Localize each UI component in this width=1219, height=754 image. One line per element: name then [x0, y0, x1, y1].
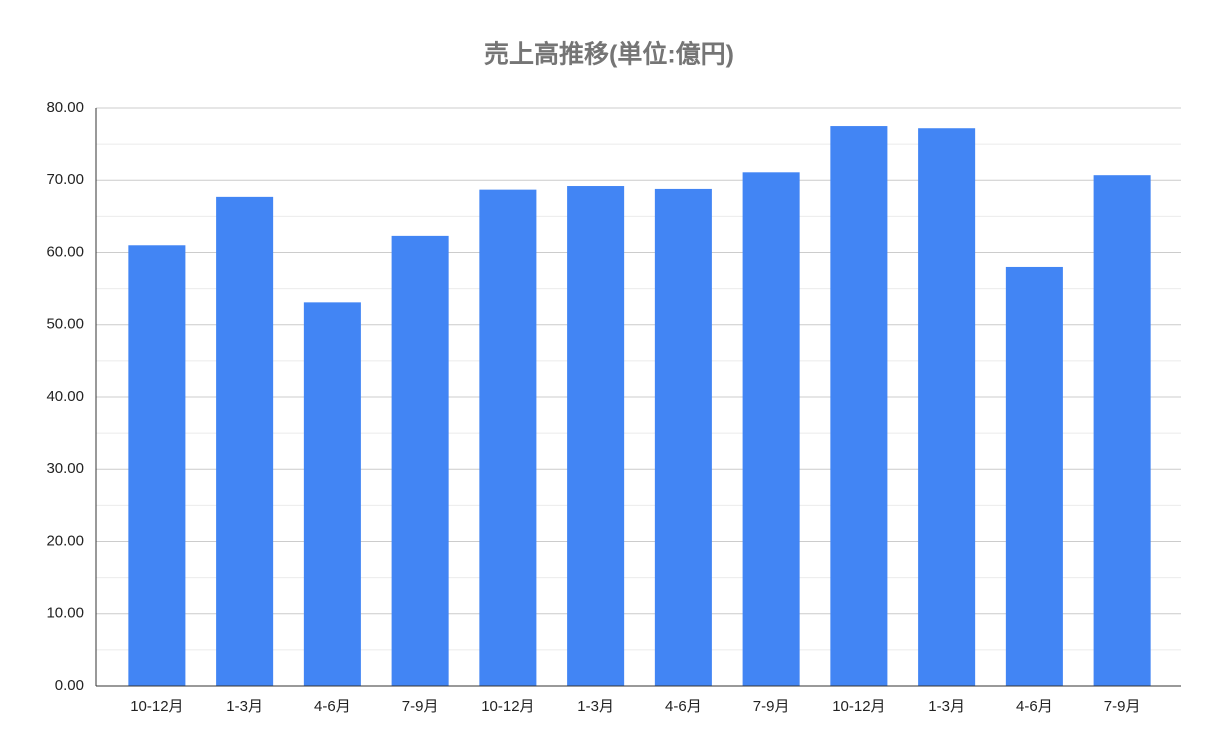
x-tick-label: 7-9月 — [1104, 698, 1141, 715]
x-tick-label: 7-9月 — [402, 698, 439, 715]
y-tick-label: 40.00 — [46, 388, 84, 405]
bar — [216, 196, 274, 686]
x-tick-label: 4-6月 — [665, 698, 702, 715]
bar — [479, 189, 537, 686]
bar — [391, 235, 449, 686]
bar — [654, 188, 712, 687]
x-tick-label: 4-6月 — [314, 698, 351, 715]
x-tick-label: 10-12月 — [130, 698, 183, 715]
x-tick-label: 1-3月 — [226, 698, 263, 715]
y-tick-label: 50.00 — [46, 316, 84, 333]
y-tick-label: 80.00 — [46, 99, 84, 116]
x-tick-label: 4-6月 — [1016, 698, 1053, 715]
bar — [918, 128, 976, 687]
y-tick-label: 30.00 — [46, 460, 84, 477]
y-tick-label: 20.00 — [46, 532, 84, 549]
x-tick-label: 10-12月 — [832, 698, 885, 715]
y-tick-label: 70.00 — [46, 171, 84, 188]
y-tick-label: 60.00 — [46, 243, 84, 260]
bar — [742, 172, 800, 687]
x-tick-label: 1-3月 — [928, 698, 965, 715]
chart-title: 売上高推移(単位:億円) — [484, 40, 734, 69]
y-tick-label: 10.00 — [46, 605, 84, 622]
x-tick-label: 1-3月 — [577, 698, 614, 715]
bar — [830, 126, 888, 686]
bar — [128, 245, 186, 686]
bar — [1093, 175, 1151, 686]
bar — [1005, 266, 1063, 686]
bar — [303, 302, 361, 686]
y-tick-label: 0.00 — [55, 677, 84, 694]
bar — [567, 186, 625, 686]
x-tick-label: 10-12月 — [481, 698, 534, 715]
x-tick-label: 7-9月 — [753, 698, 790, 715]
